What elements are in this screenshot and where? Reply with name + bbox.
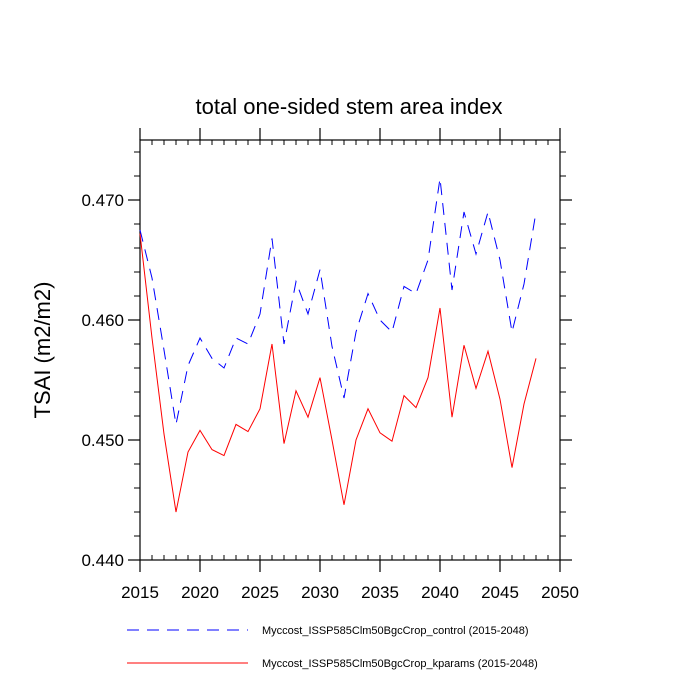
series-line-control	[139, 178, 537, 425]
y-tick-label: 0.470	[81, 191, 124, 210]
y-tick-label: 0.440	[81, 551, 124, 570]
y-tick-label: 0.450	[81, 431, 124, 450]
x-tick-label: 2025	[241, 583, 279, 602]
x-tick-label: 2015	[121, 583, 159, 602]
x-tick-label: 2040	[421, 583, 459, 602]
chart-title: total one-sided stem area index	[196, 94, 503, 119]
y-axis-label: TSAI (m2/m2)	[30, 282, 55, 419]
legend-label: Myccost_ISSP585Clm50BgcCrop_control (201…	[262, 625, 529, 637]
series-line-kparams	[139, 233, 537, 513]
y-tick-label: 0.460	[81, 311, 124, 330]
x-tick-label: 2035	[361, 583, 399, 602]
plot-frame	[139, 139, 561, 561]
x-tick-label: 2030	[301, 583, 339, 602]
legend-label: Myccost_ISSP585Clm50BgcCrop_kparams (201…	[262, 658, 538, 670]
x-tick-label: 2020	[181, 583, 219, 602]
x-tick-label: 2050	[541, 583, 579, 602]
x-tick-label: 2045	[481, 583, 519, 602]
